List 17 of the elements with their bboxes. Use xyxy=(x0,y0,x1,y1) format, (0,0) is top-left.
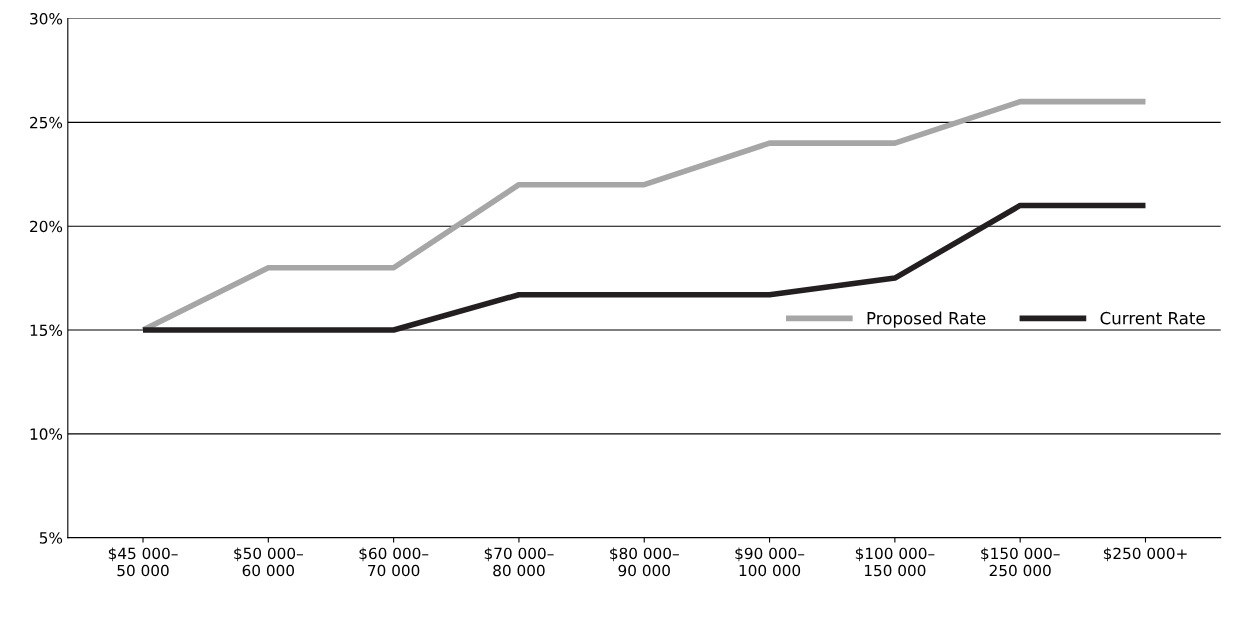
x-tick-label: $70 000– 80 000 xyxy=(484,547,554,577)
x-tick-label: $50 000– 60 000 xyxy=(234,547,303,577)
legend-label: Current Rate xyxy=(1100,311,1205,325)
y-tick-label: 25% xyxy=(30,116,63,129)
y-tick-label: 5% xyxy=(39,532,63,544)
y-tick-label: 15% xyxy=(30,324,63,337)
x-tick-label: $90 000– 100 000 xyxy=(735,547,805,577)
y-tick-label: 20% xyxy=(30,220,63,233)
y-tick-label: 10% xyxy=(30,428,63,440)
x-tick-label: $100 000– 150 000 xyxy=(855,547,935,577)
x-tick-label: $60 000– 70 000 xyxy=(359,547,429,577)
x-tick-label: $80 000– 90 000 xyxy=(610,547,679,577)
legend-label: Proposed Rate xyxy=(867,311,986,328)
y-tick-label: 30% xyxy=(30,13,63,25)
x-tick-label: $150 000– 250 000 xyxy=(981,547,1060,577)
x-tick-label: $45 000– 50 000 xyxy=(108,547,178,577)
x-tick-label: $250 000+ xyxy=(1103,547,1187,562)
